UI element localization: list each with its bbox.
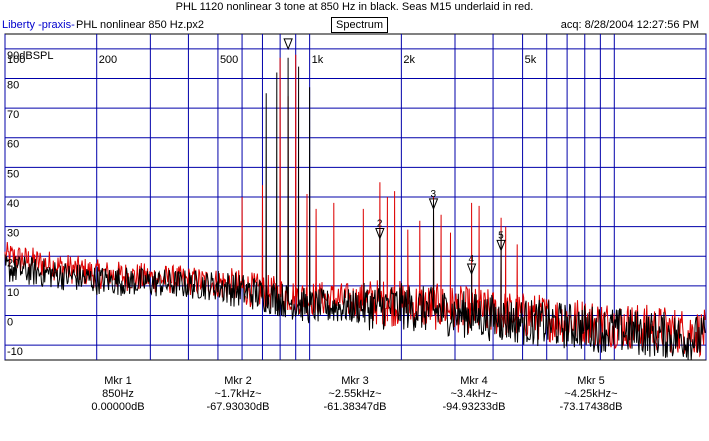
x-tick-label: 2k (403, 54, 415, 66)
x-tick-label: 5k (525, 54, 537, 66)
spectrum-plot: 100 200 500 1k 2k 5k90dBSPL80706050403020100-… (4, 33, 707, 361)
marker-readout-2: Mkr 2 ~1.7kHz~ -67.93030dB (183, 375, 293, 414)
acquisition-timestamp: acq: 8/28/2004 12:27:56 PM (560, 19, 699, 31)
y-tick-label: 10 (7, 287, 19, 299)
marker-readout-panel: Mkr 1 850Hz 0.00000dB Mkr 2 ~1.7kHz~ -67… (0, 375, 709, 441)
marker-readout-5: Mkr 5 ~4.25kHz~ -73.17438dB (536, 375, 646, 414)
plot-markers: 2 3 4 5 (283, 38, 506, 276)
y-tick-label: 80 (7, 79, 19, 91)
plot-traces (4, 54, 706, 361)
marker-triangle-icon (496, 239, 506, 252)
y-tick-label: 20 (7, 257, 19, 269)
y-tick-label: 0 (7, 317, 13, 329)
marker-frequency: 850Hz (102, 388, 134, 400)
marker-readout-1: Mkr 1 850Hz 0.00000dB (63, 375, 173, 414)
marker-name: Mkr 5 (577, 375, 605, 387)
marker-frequency: ~1.7kHz~ (214, 388, 262, 400)
y-tick-label: 70 (7, 109, 19, 121)
x-tick-label: 100 (7, 54, 25, 66)
marker-triangle-icon (428, 198, 439, 211)
marker-name: Mkr 3 (341, 375, 369, 387)
marker-frequency: ~2.55kHz~ (328, 388, 382, 400)
marker-number: 5 (498, 230, 504, 241)
marker-readout-4: Mkr 4 ~3.4kHz~ -94.93233dB (419, 375, 529, 414)
file-label: PHL nonlinear 850 Hz.px2 (76, 19, 205, 31)
x-tick-label: 200 (99, 54, 117, 66)
y-tick-label: 30 (7, 228, 19, 240)
x-tick-label: 1k (312, 54, 324, 66)
y-tick-label: 90dBSPL (7, 50, 53, 62)
marker-name: Mkr 2 (224, 375, 252, 387)
chart-title: PHL 1120 nonlinear 3 tone at 850 Hz in b… (175, 1, 534, 13)
marker-name: Mkr 4 (460, 375, 488, 387)
app-label: Liberty -praxis- (2, 19, 75, 31)
marker-value: -94.93233dB (442, 401, 506, 413)
spectrum-mode-button[interactable]: Spectrum (331, 17, 389, 33)
marker-readout-3: Mkr 3 ~2.55kHz~ -61.38347dB (300, 375, 410, 414)
marker-frequency: ~3.4kHz~ (450, 388, 498, 400)
trace-primary (4, 57, 706, 361)
marker-1 (283, 38, 293, 51)
marker-triangle-icon (283, 38, 293, 51)
marker-value: -73.17438dB (559, 401, 623, 413)
marker-value: 0.00000dB (91, 401, 145, 413)
tick-labels: 100 200 500 1k 2k 5k90dBSPL80706050403020100-… (7, 50, 537, 358)
marker-number: 3 (430, 189, 436, 200)
marker-value: -61.38347dB (323, 401, 387, 413)
y-tick-label: 40 (7, 198, 19, 210)
marker-triangle-icon (466, 263, 477, 276)
marker-number: 2 (377, 218, 383, 229)
marker-frequency: ~4.25kHz~ (564, 388, 618, 400)
marker-5: 5 (496, 230, 506, 252)
marker-name: Mkr 1 (104, 375, 132, 387)
marker-3: 3 (428, 189, 439, 211)
marker-2: 2 (375, 218, 385, 240)
y-tick-label: 60 (7, 139, 19, 151)
marker-4: 4 (466, 254, 477, 276)
marker-number: 4 (469, 254, 475, 265)
y-tick-label: -10 (7, 346, 23, 358)
marker-triangle-icon (375, 227, 385, 240)
x-tick-label: 500 (220, 54, 238, 66)
y-tick-label: 50 (7, 168, 19, 180)
marker-value: -67.93030dB (206, 401, 270, 413)
